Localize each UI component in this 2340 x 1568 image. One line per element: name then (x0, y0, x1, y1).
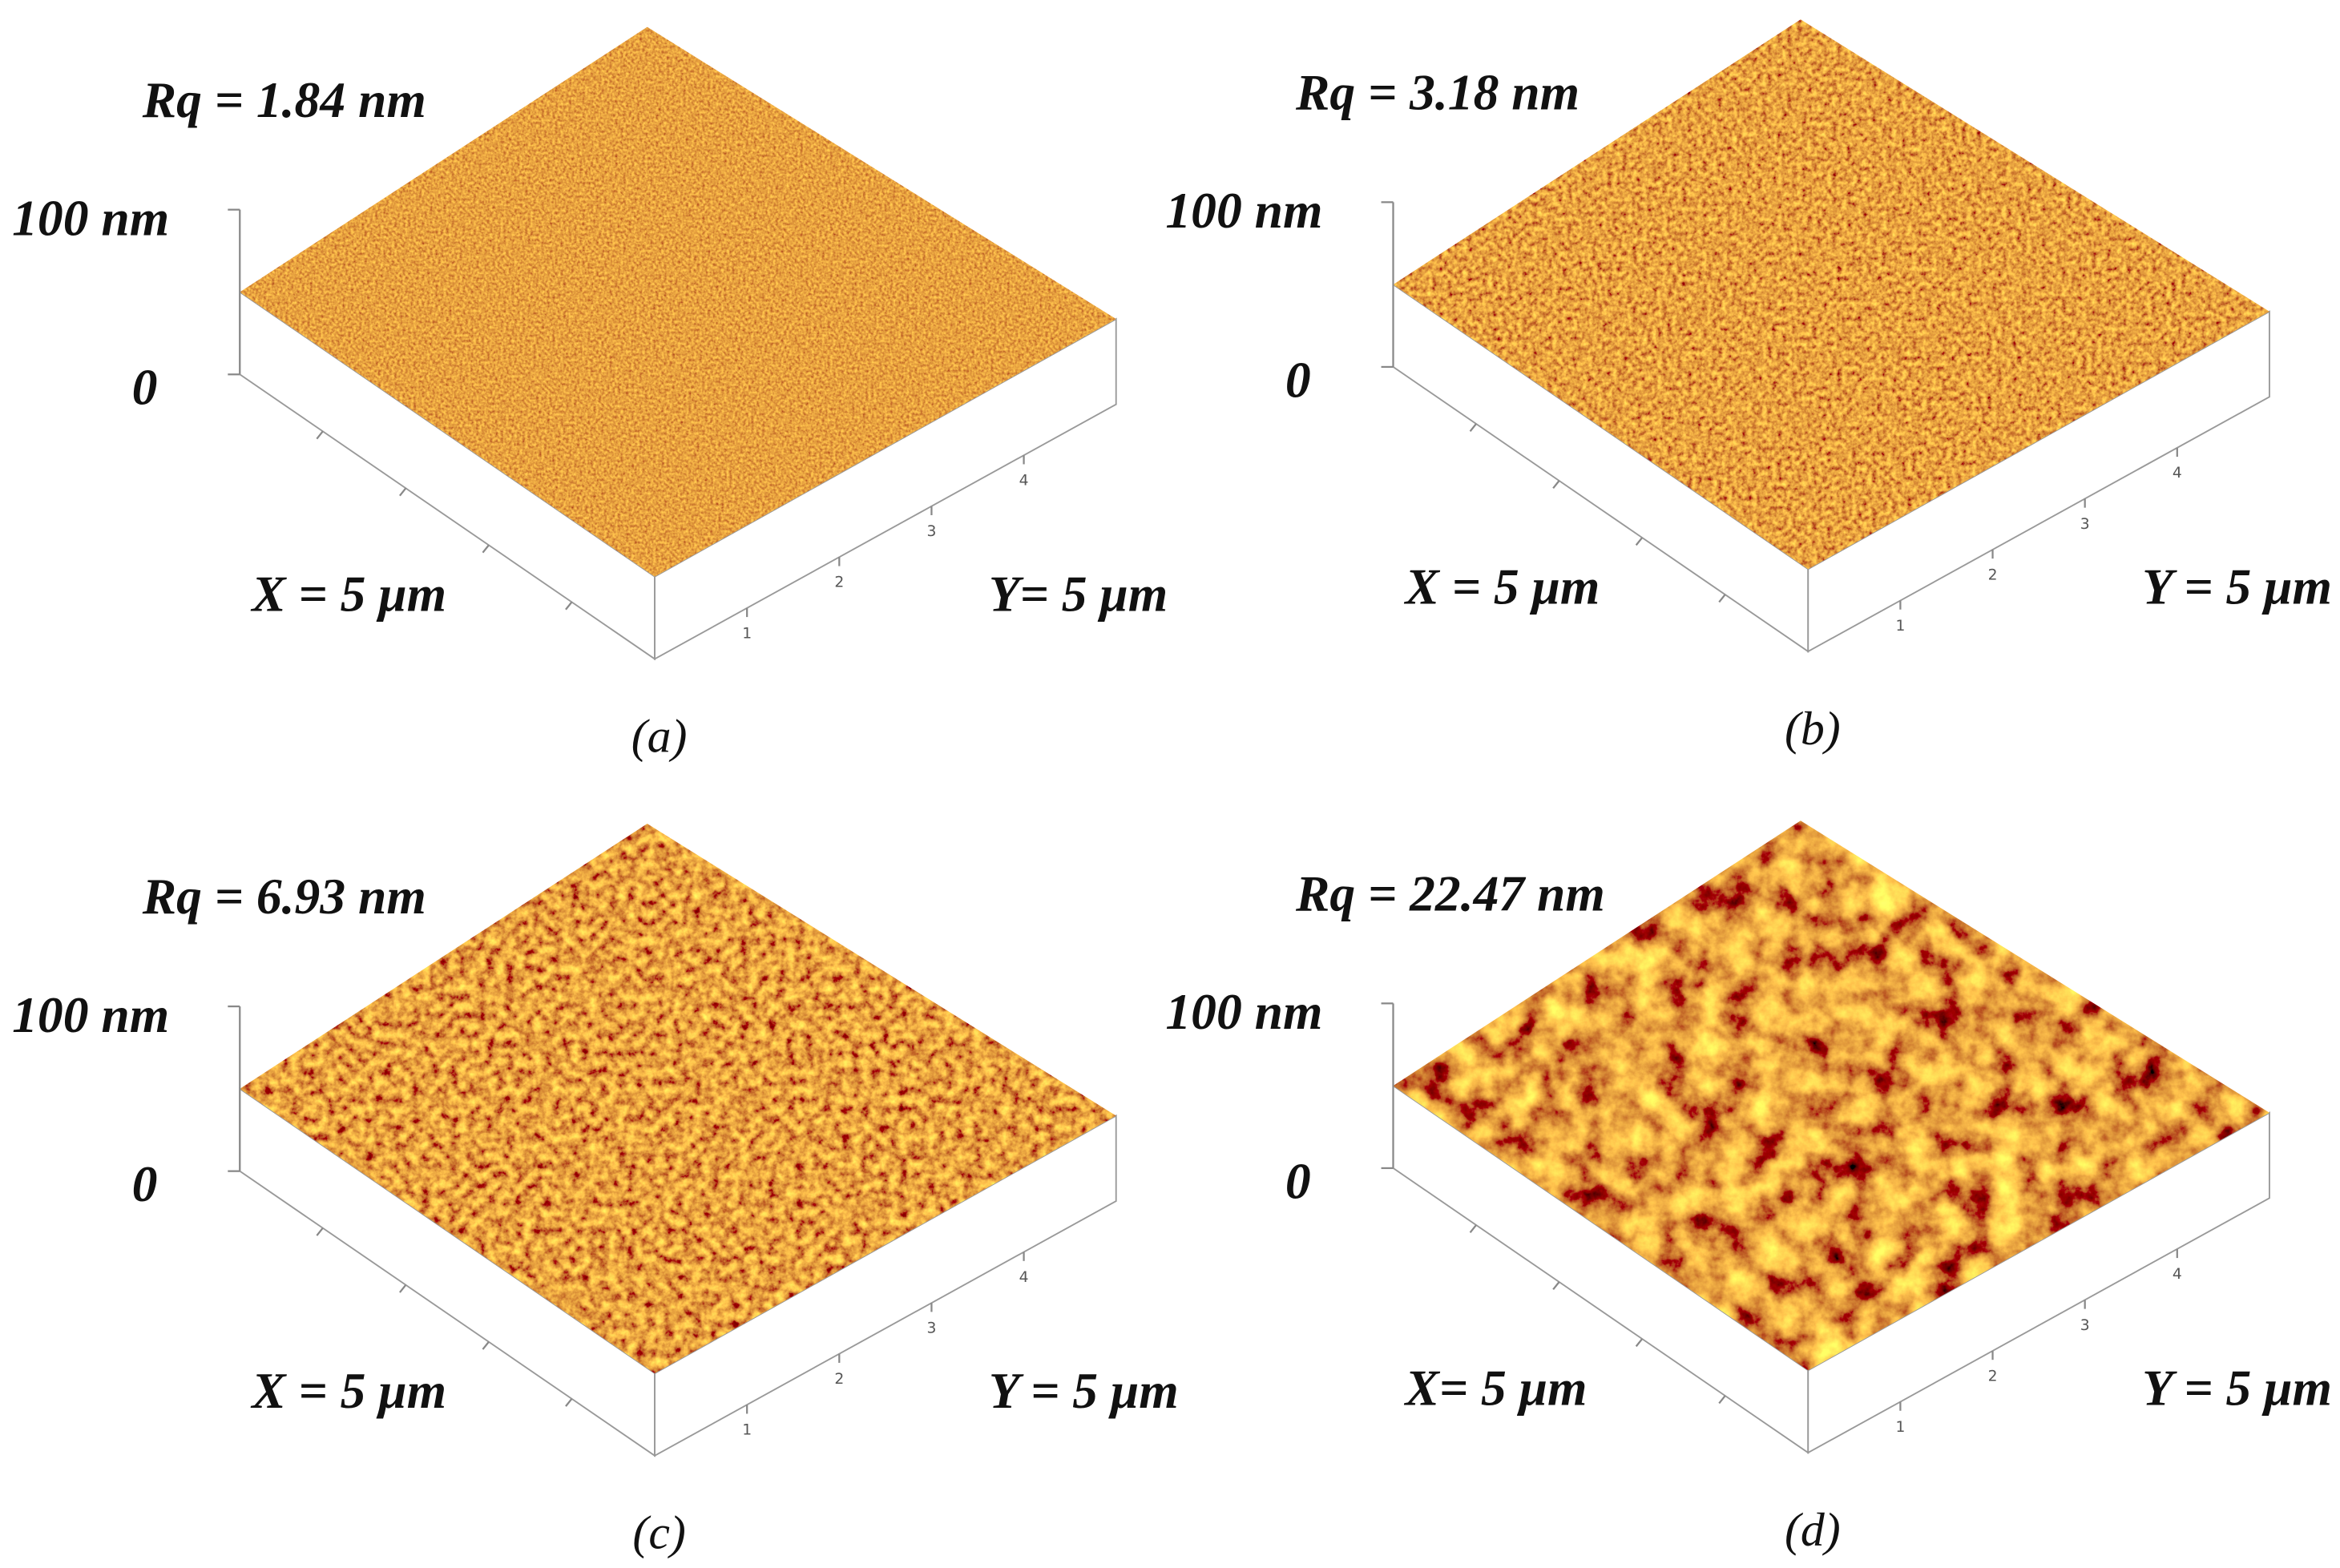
afm-panel: 1 2 3 4 Rq = 22.47 nm 100 nm 0 X= 5 μm Y = 5 μm (… (1165, 820, 2332, 1556)
y-tick-label: 4 (2173, 1266, 2182, 1283)
afm-panel: 1 2 3 4 Rq = 6.93 nm 100 nm 0 X = 5 μm Y = 5 μm (… (12, 824, 1179, 1559)
y-tick-label: 4 (2173, 465, 2182, 482)
x-tick (1552, 1281, 1560, 1291)
rq-label: Rq = 3.18 nm (1295, 63, 1580, 120)
x-tick (1469, 1224, 1477, 1234)
y-label: Y = 5 μm (989, 1362, 1179, 1419)
y-tick-label: 3 (926, 1320, 936, 1337)
x-tick (1469, 423, 1477, 433)
x-label: X = 5 μm (250, 566, 446, 623)
y-tick-label: 2 (834, 1371, 844, 1388)
z-min-label: 0 (132, 359, 158, 416)
z-max-label: 100 nm (1165, 182, 1322, 239)
y-label: Y = 5 μm (2142, 1359, 2332, 1416)
x-tick (1552, 480, 1560, 490)
z-max-label: 100 nm (1165, 983, 1322, 1040)
side-face (1807, 310, 2270, 653)
caption: (b) (1785, 702, 1841, 755)
y-tick-label: 1 (742, 1422, 752, 1439)
x-label: X = 5 μm (1403, 558, 1600, 615)
rq-label: Rq = 1.84 nm (142, 71, 426, 128)
y-tick-label: 4 (1019, 473, 1029, 490)
x-label: X= 5 μm (1403, 1359, 1587, 1416)
x-label: X = 5 μm (250, 1362, 446, 1419)
y-tick-label: 1 (742, 625, 752, 642)
y-tick-label: 1 (1895, 1419, 1905, 1436)
z-max-label: 100 nm (12, 986, 169, 1043)
caption: (d) (1785, 1503, 1841, 1556)
z-min-label: 0 (1285, 1152, 1311, 1209)
x-tick (1635, 537, 1644, 546)
y-tick-label: 1 (1895, 618, 1905, 635)
x-tick (565, 601, 573, 611)
z-min-label: 0 (132, 1155, 158, 1212)
x-tick (1718, 594, 1726, 603)
y-tick-label: 3 (2080, 1317, 2090, 1334)
y-label: Y = 5 μm (2142, 558, 2332, 615)
y-tick-label: 2 (1988, 1368, 1998, 1385)
x-tick (482, 544, 490, 554)
x-tick (399, 487, 407, 497)
z-min-label: 0 (1285, 351, 1311, 408)
afm-panel: 1 2 3 4 Rq = 1.84 nm 100 nm 0 X = 5 μm Y= 5 μm (a… (12, 26, 1168, 762)
z-max-label: 100 nm (12, 189, 169, 246)
rq-label: Rq = 6.93 nm (142, 868, 426, 925)
y-tick-label: 2 (834, 574, 844, 591)
x-tick (1635, 1338, 1644, 1348)
y-tick-label: 3 (926, 523, 936, 540)
afm-panel: 1 2 3 4 Rq = 3.18 nm 100 nm 0 X = 5 μm Y = 5 μm (… (1165, 19, 2332, 755)
y-label: Y= 5 μm (989, 566, 1168, 623)
x-tick (316, 1227, 324, 1236)
y-tick-label: 4 (1019, 1269, 1029, 1286)
rq-label: Rq = 22.47 nm (1295, 865, 1605, 921)
caption: (a) (631, 709, 688, 762)
x-tick (482, 1341, 490, 1350)
x-tick (316, 430, 324, 440)
caption: (c) (632, 1506, 685, 1559)
x-tick (565, 1398, 573, 1407)
y-tick-label: 3 (2080, 516, 2090, 533)
x-tick (399, 1284, 407, 1293)
y-tick-label: 2 (1988, 566, 1998, 583)
x-tick (1718, 1395, 1726, 1405)
